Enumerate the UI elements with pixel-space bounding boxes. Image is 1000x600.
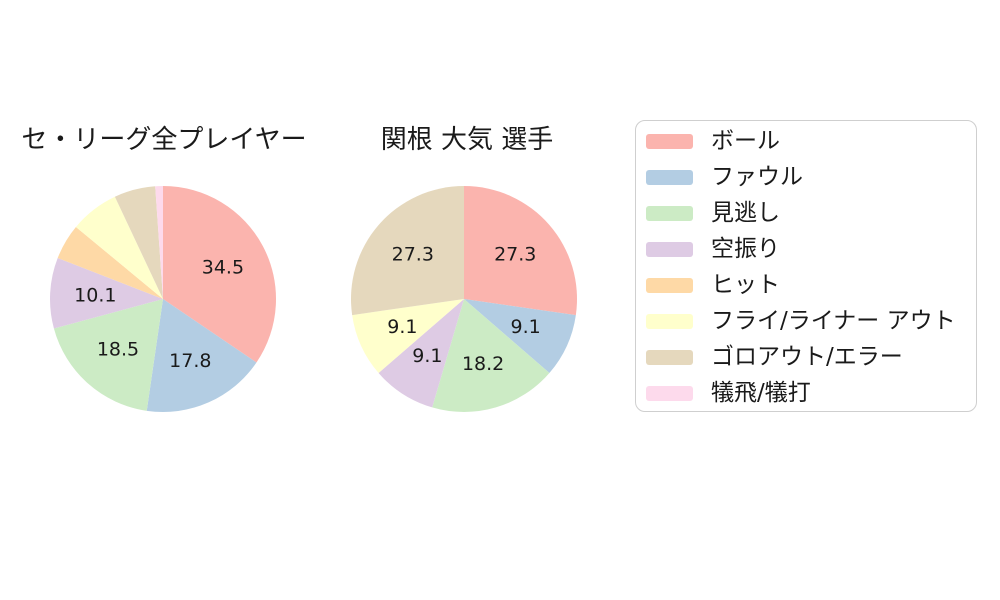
legend-swatch-icon — [646, 349, 693, 365]
pie-value-label-1-1: 9.1 — [511, 316, 541, 338]
legend-swatch-icon — [646, 313, 693, 329]
pie-slice-0-6 — [114, 186, 163, 299]
pie-value-label-0-1: 17.8 — [169, 350, 211, 372]
right-pie-title: 関根 大気 選手 — [380, 125, 554, 155]
pie-slice-0-1 — [146, 299, 257, 412]
pie-value-label-1-2: 18.2 — [462, 353, 504, 375]
legend-swatch-icon — [646, 385, 693, 401]
legend-item-label: 空振り — [711, 235, 780, 262]
pie-value-label-1-3: 9.1 — [412, 345, 442, 367]
pie-value-label-1-0: 27.3 — [494, 244, 536, 266]
pie-slice-1-5 — [351, 186, 464, 316]
legend-swatch-icon — [646, 169, 693, 185]
legend-swatch-icon — [646, 205, 693, 221]
pie-slice-0-7 — [155, 186, 163, 299]
legend-item-label: ゴロアウト/エラー — [711, 343, 903, 370]
pie-value-label-1-4: 9.1 — [387, 316, 417, 338]
legend-item-1: ファウル — [636, 159, 976, 195]
pie-slice-1-2 — [432, 299, 550, 412]
pie-value-label-0-0: 34.5 — [202, 256, 244, 278]
pie-value-label-1-5: 27.3 — [392, 244, 434, 266]
pie-slice-1-0 — [464, 186, 577, 316]
legend-swatch-icon — [646, 133, 693, 149]
legend: ボールファウル見逃し空振りヒットフライ/ライナー アウト ゴロアウト/エラー 犠飛/… — [635, 120, 977, 412]
legend-item-7: 犠飛/犠打 — [636, 375, 976, 411]
legend-item-label: 犠飛/犠打 — [711, 379, 811, 406]
pie-value-label-0-3: 10.1 — [74, 284, 116, 306]
legend-item-3: 空振り — [636, 231, 976, 267]
legend-item-2: 見逃し — [636, 195, 976, 231]
pie-slice-0-2 — [53, 299, 163, 411]
right-pie-chart: 27.3 9.1 18.2 9.1 9.1 27.3 — [351, 186, 577, 412]
legend-item-6: ゴロアウト/エラー — [636, 339, 976, 375]
legend-item-4: ヒット — [636, 267, 976, 303]
legend-item-label: 見逃し — [711, 199, 780, 226]
legend-swatch-icon — [646, 277, 693, 293]
pie-slice-1-3 — [378, 299, 464, 408]
legend-item-5: フライ/ライナー アウト — [636, 303, 976, 339]
legend-item-label: フライ/ライナー アウト — [711, 307, 956, 334]
pie-slice-0-0 — [163, 186, 277, 363]
pie-slice-1-1 — [464, 299, 576, 373]
legend-item-label: ヒット — [711, 271, 780, 298]
pie-slice-0-4 — [57, 226, 163, 299]
pie-value-label-0-2: 18.5 — [97, 339, 139, 361]
left-pie-title: セ・リーグ全プレイヤー — [21, 125, 307, 155]
legend-swatch-icon — [646, 241, 693, 257]
pie-slice-1-4 — [352, 299, 464, 373]
legend-item-0: ボール — [636, 123, 976, 159]
pie-slice-0-5 — [75, 196, 163, 299]
legend-item-label: ファウル — [711, 163, 803, 190]
left-pie-chart: 34.5 17.8 18.5 10.1 — [49, 186, 277, 412]
pie-slice-0-3 — [49, 258, 163, 329]
legend-item-label: ボール — [711, 127, 780, 154]
